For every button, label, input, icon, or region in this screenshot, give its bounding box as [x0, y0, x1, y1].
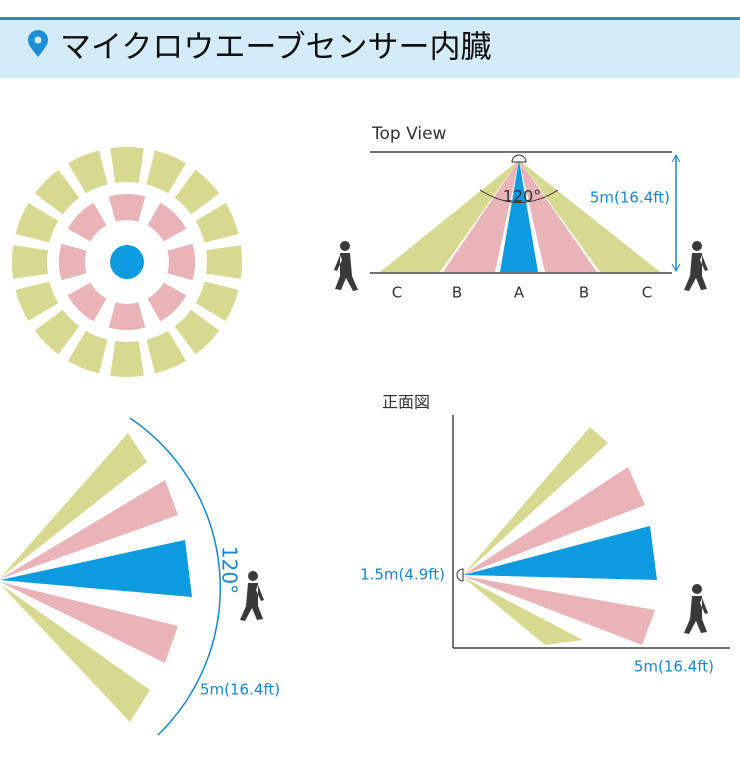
inner-segment: [67, 282, 107, 322]
outer-segment: [110, 341, 144, 378]
front-view-title: 正面図: [382, 393, 430, 412]
person: [334, 241, 358, 291]
arrow-heads: [671, 153, 681, 273]
inner-segment: [147, 282, 187, 322]
person-head: [340, 241, 350, 251]
beam: [463, 526, 657, 580]
zone-b: [519, 160, 597, 272]
person: [684, 584, 708, 634]
beam: [463, 467, 645, 575]
zone-a: [500, 160, 538, 272]
outer-segment: [68, 330, 108, 374]
beam: [0, 480, 178, 579]
front-height: 1.5m(4.9ft): [360, 566, 445, 584]
outer-segment: [34, 169, 80, 215]
outer-segment: [15, 203, 59, 243]
inner-segment: [108, 193, 146, 222]
outer-segment: [174, 169, 220, 215]
outer-segment: [34, 309, 80, 355]
person-body: [684, 253, 708, 291]
inner-segment: [67, 202, 107, 242]
sensor: [511, 154, 527, 163]
zone-c: [380, 160, 519, 272]
side-distance: 5m(16.4ft): [200, 681, 280, 699]
inner-segment: [108, 302, 146, 331]
outer-segment: [195, 203, 239, 243]
side-angle: 120°: [218, 546, 242, 594]
zone-label: B: [579, 284, 589, 302]
zone-b: [443, 160, 519, 272]
outer-segment: [68, 150, 108, 194]
beam: [463, 427, 608, 575]
top-distance: 5m(16.4ft): [590, 189, 670, 207]
zone-label: C: [642, 284, 652, 302]
beam: [463, 577, 583, 645]
header-band: [0, 18, 740, 78]
angle-arc: [479, 189, 559, 203]
outer-segment: [195, 281, 239, 321]
person-body: [684, 596, 708, 634]
outer-segment: [110, 146, 144, 183]
outer-segment: [11, 245, 48, 279]
coverage-rings: [11, 146, 243, 378]
top-view-title: Top View: [371, 124, 447, 144]
outer-segment: [146, 330, 186, 374]
angle-arc: [129, 417, 221, 736]
outer-segment: [15, 281, 59, 321]
beam: [0, 433, 147, 578]
beam: [0, 540, 192, 597]
outer-segment: [174, 309, 220, 355]
person-body: [334, 253, 358, 291]
beam: [463, 576, 655, 645]
header-line: [0, 17, 740, 20]
top-angle: 120°: [503, 187, 542, 206]
people: [240, 241, 708, 634]
outer-segment: [146, 150, 186, 194]
person-head: [692, 584, 702, 594]
person-body: [240, 583, 264, 621]
person-head: [692, 241, 702, 251]
center-zone: [110, 245, 144, 279]
pin-hole: [34, 36, 42, 44]
zone-label: A: [514, 284, 525, 302]
inner-segment: [167, 243, 196, 281]
inner-segment: [147, 202, 187, 242]
zone-label: C: [392, 284, 402, 302]
inner-segment: [58, 243, 87, 281]
zone-label: B: [452, 284, 462, 302]
beam: [0, 582, 178, 663]
sensor: [456, 568, 464, 582]
beam: [0, 584, 150, 722]
person: [240, 571, 264, 621]
zone-c: [519, 160, 660, 272]
person: [684, 241, 708, 291]
header-title: マイクロウエーブセンサー内臓: [60, 30, 492, 66]
front-distance: 5m(16.4ft): [634, 658, 714, 676]
outer-segment: [206, 245, 243, 279]
person-head: [248, 571, 258, 581]
